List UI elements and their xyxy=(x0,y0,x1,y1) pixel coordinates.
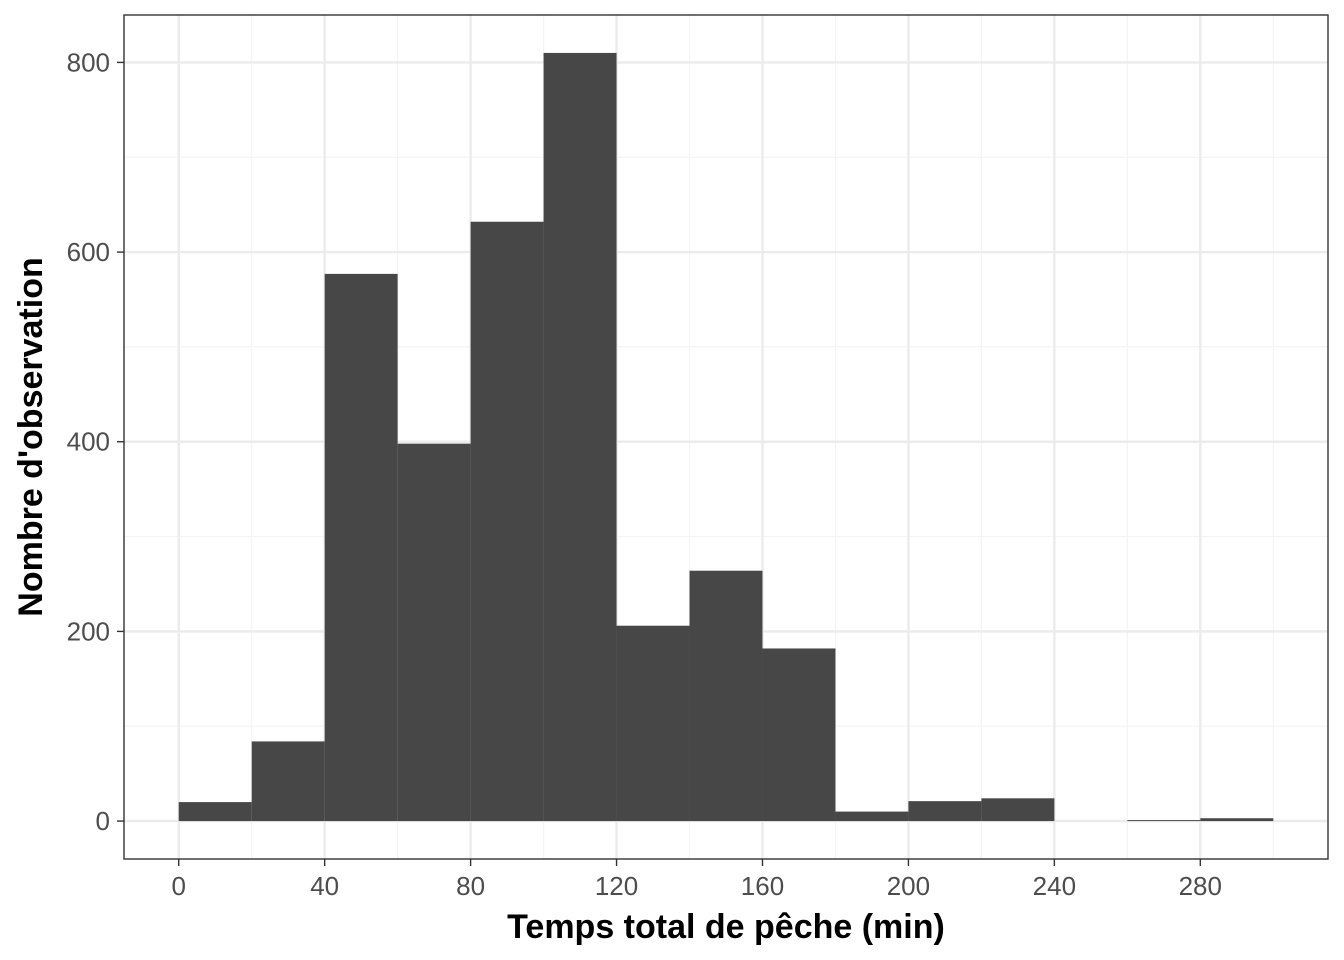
y-tick-label: 400 xyxy=(67,427,110,457)
y-tick-label: 600 xyxy=(67,237,110,267)
histogram-bar xyxy=(251,741,325,822)
histogram-bar xyxy=(689,570,763,822)
histogram-bar xyxy=(1200,818,1274,822)
x-tick-label: 0 xyxy=(171,871,185,901)
histogram-bar xyxy=(762,648,836,822)
histogram-bar xyxy=(1127,820,1201,822)
panel-border xyxy=(123,14,1329,860)
histogram-bar xyxy=(908,801,982,822)
x-tick-label: 200 xyxy=(887,871,930,901)
y-tick-label: 200 xyxy=(67,616,110,646)
histogram-bar xyxy=(543,52,617,822)
x-axis-title: Temps total de pêche (min) xyxy=(507,908,945,946)
y-axis-tick-labels: 0 200 400 600 800 xyxy=(67,47,110,836)
histogram-bar xyxy=(981,798,1055,822)
histogram-bar xyxy=(324,273,398,822)
histogram-bar xyxy=(835,811,909,822)
histogram-bar xyxy=(397,443,471,822)
x-axis-tick-labels: 0 40 80 120 160 200 240 280 xyxy=(171,871,1222,901)
x-tick-label: 80 xyxy=(456,871,485,901)
y-tick-label: 0 xyxy=(96,806,110,836)
y-tick-label: 800 xyxy=(67,47,110,77)
histogram-bars xyxy=(178,52,1274,822)
x-tick-label: 240 xyxy=(1033,871,1076,901)
x-tick-label: 40 xyxy=(310,871,339,901)
x-tick-label: 120 xyxy=(595,871,638,901)
x-tick-label: 160 xyxy=(741,871,784,901)
histogram-bar xyxy=(616,625,690,822)
y-axis-title: Nombre d'observation xyxy=(12,257,50,616)
axis-ticks xyxy=(117,61,1202,866)
histogram-bar xyxy=(178,802,252,822)
x-tick-label: 280 xyxy=(1179,871,1222,901)
histogram-bar xyxy=(470,221,544,822)
